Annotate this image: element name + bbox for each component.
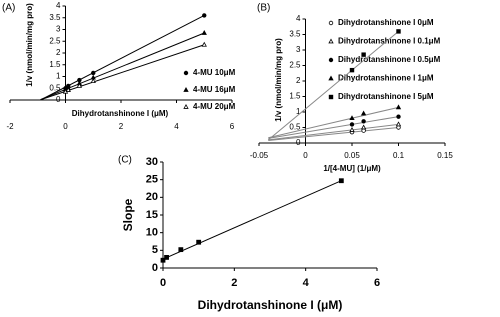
legend-marker <box>328 75 334 81</box>
y-tick-label: 15 <box>146 209 158 221</box>
y-tick-label: 2.5 <box>49 36 61 45</box>
x-tick-label: 0.15 <box>437 151 453 160</box>
x-tick-label: 6 <box>374 277 380 289</box>
x-axis-title: 1/[4-MU] (1/μM) <box>323 164 381 173</box>
marker <box>202 13 207 18</box>
legend-label: Dihydrotanshinone I 5μM <box>338 92 434 101</box>
legend-label: 4-MU 20μM <box>193 102 236 111</box>
x-tick-label: 2 <box>119 122 124 131</box>
fit-line <box>162 180 342 260</box>
fit-line <box>267 31 399 141</box>
legend-label: 4-MU 10μM <box>193 68 236 77</box>
x-axis-title: Dihydrotanshinone I (μM) <box>72 109 169 118</box>
marker <box>65 87 71 92</box>
fit-line <box>268 116 399 139</box>
marker <box>349 126 355 132</box>
x-tick-label: -0.05 <box>250 151 269 160</box>
x-tick-label: 4 <box>303 277 310 289</box>
legend-marker <box>183 70 189 76</box>
y-tick-label: 30 <box>146 156 158 168</box>
y-axis-title: Slope <box>121 198 135 231</box>
y-tick-label: 0 <box>56 95 61 104</box>
legend-label: Dihydrotanshinone I 0.5μM <box>338 55 441 64</box>
x-tick-label: 0 <box>160 277 166 289</box>
legend-label: Dihydrotanshinone I 0μM <box>338 18 434 27</box>
marker <box>395 121 402 127</box>
panel-label: (B) <box>257 3 270 14</box>
legend-marker <box>183 104 189 109</box>
fit-line <box>268 106 399 139</box>
y-tick-label: 4 <box>56 1 61 10</box>
x-tick-label: 2 <box>231 277 237 289</box>
marker <box>396 114 401 119</box>
marker <box>201 30 207 35</box>
y-tick-label: 4 <box>296 14 301 23</box>
y-tick-label: 20 <box>146 191 158 203</box>
y-tick-label: 0.5 <box>289 123 301 132</box>
panel-label: (C) <box>118 155 132 166</box>
x-tick-label: -2 <box>6 122 14 131</box>
marker <box>201 41 207 47</box>
y-tick-label: 25 <box>146 174 158 186</box>
marker <box>76 82 83 88</box>
x-tick-label: 0.05 <box>344 151 360 160</box>
marker <box>90 78 96 84</box>
y-tick-label: 10 <box>146 227 158 239</box>
marker <box>164 254 169 260</box>
fit-line <box>268 127 399 142</box>
y-tick-label: 2 <box>296 76 301 85</box>
x-tick-label: 6 <box>230 122 235 131</box>
marker <box>360 124 367 130</box>
x-axis-title: Dihydrotanshinone I (μM) <box>198 298 343 312</box>
y-tick-label: 3.5 <box>49 13 61 22</box>
fit-line <box>268 123 399 141</box>
marker <box>338 178 344 184</box>
legend-marker <box>328 57 334 63</box>
x-tick-label: 4 <box>174 122 179 131</box>
marker <box>361 119 366 124</box>
y-tick-label: 2 <box>56 48 61 57</box>
y-axis-title: 1/v (nmol/min/mg pro) <box>25 3 34 87</box>
x-tick-label: 0.1 <box>393 151 405 160</box>
marker <box>178 247 184 253</box>
legend-marker <box>328 94 334 100</box>
y-tick-label: 5 <box>152 244 158 256</box>
y-tick-label: 3.5 <box>289 30 301 39</box>
marker <box>395 104 402 110</box>
marker <box>160 257 166 263</box>
marker <box>196 239 202 245</box>
y-tick-label: 2.5 <box>289 61 301 70</box>
legend-marker <box>183 87 189 92</box>
x-tick-label: 0 <box>303 151 308 160</box>
marker <box>361 52 366 57</box>
marker <box>349 67 355 73</box>
marker <box>360 110 367 116</box>
legend-marker <box>328 20 334 26</box>
marker <box>349 115 355 121</box>
marker <box>349 122 355 127</box>
y-tick-label: 1.5 <box>49 60 61 69</box>
y-tick-label: 1 <box>56 72 61 81</box>
y-tick-label: 3 <box>56 25 61 34</box>
y-tick-label: 0 <box>152 262 158 274</box>
legend-marker <box>328 38 334 44</box>
y-tick-label: 0 <box>296 138 301 147</box>
x-tick-label: 0 <box>63 122 68 131</box>
legend-label: Dihydrotanshinone I 1μM <box>338 74 434 83</box>
y-tick-label: 0.5 <box>49 83 61 92</box>
legend-label: 4-MU 16μM <box>193 85 236 94</box>
y-tick-label: 3 <box>296 45 301 54</box>
marker <box>396 29 401 34</box>
y-tick-label: 1 <box>296 107 301 116</box>
legend-label: Dihydrotanshinone I 0.1μM <box>338 37 441 46</box>
panel-label: (A) <box>2 3 15 14</box>
y-axis-title: 1/v (nmol/min/mg pro) <box>274 38 283 122</box>
marker <box>91 70 96 76</box>
y-tick-label: 1.5 <box>289 92 301 101</box>
